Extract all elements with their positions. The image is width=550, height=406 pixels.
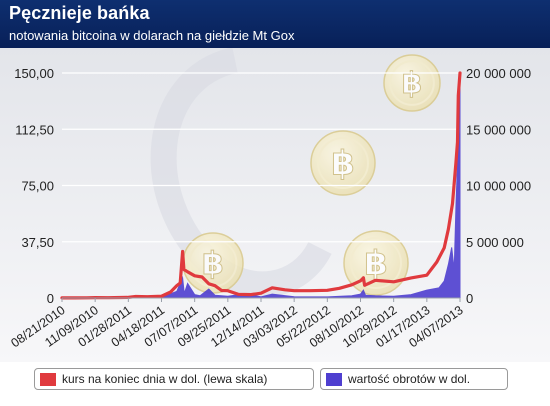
coin-ring <box>350 237 402 289</box>
chart-title: Pęcznieje bańka <box>9 3 150 23</box>
coin-body <box>310 130 376 196</box>
bitcoin-coin-icon: ฿ <box>182 232 244 294</box>
y-left-tick-label: 150,00 <box>14 66 54 81</box>
bitcoin-coin-icon: ฿ <box>310 130 376 196</box>
coin-body <box>383 54 441 112</box>
legend-label-volume: wartość obrotów w dol. <box>348 372 471 386</box>
coin-ring <box>317 137 369 189</box>
bitcoin-symbol: ฿ <box>331 144 354 183</box>
coin-body <box>343 230 409 296</box>
bitcoin-coin-icon: ฿ <box>383 54 441 112</box>
y-right-tick-label: 10 000 000 <box>466 179 531 194</box>
legend-item-price: kurs na koniec dnia w dol. (lewa skala) <box>34 368 314 390</box>
y-left-tick-label: 112,50 <box>15 122 54 137</box>
legend-swatch-volume <box>326 372 342 386</box>
price-series-line <box>60 71 462 300</box>
y-left-tick-label: 0 <box>47 291 54 306</box>
y-left-tick-label: 37,50 <box>21 235 54 250</box>
bitcoin-symbol: ฿ <box>364 244 387 283</box>
bitcoin-coin-icon: ฿ <box>343 230 409 296</box>
bitcoin-symbol: ฿ <box>402 66 422 100</box>
y-left-tick-label: 75,00 <box>21 179 54 194</box>
title-bar: Pęcznieje bańka notowania bitcoina w dol… <box>0 0 550 48</box>
y-right-tick-label: 20 000 000 <box>466 66 531 81</box>
chart-subtitle: notowania bitcoina w dolarach na giełdzi… <box>9 28 295 43</box>
legend-label-price: kurs na koniec dnia w dol. (lewa skala) <box>62 372 268 386</box>
legend-item-volume: wartość obrotów w dol. <box>320 368 508 390</box>
bitcoin-symbol: ฿ <box>202 246 224 282</box>
y-right-tick-label: 5 000 000 <box>466 235 524 250</box>
y-right-tick-label: 0 <box>466 291 473 306</box>
volume-series-area <box>61 84 461 299</box>
legend-swatch-price <box>40 372 56 386</box>
coin-ring <box>389 60 435 106</box>
legend: kurs na koniec dnia w dol. (lewa skala) … <box>0 362 550 406</box>
y-right-tick-label: 15 000 000 <box>466 122 531 137</box>
